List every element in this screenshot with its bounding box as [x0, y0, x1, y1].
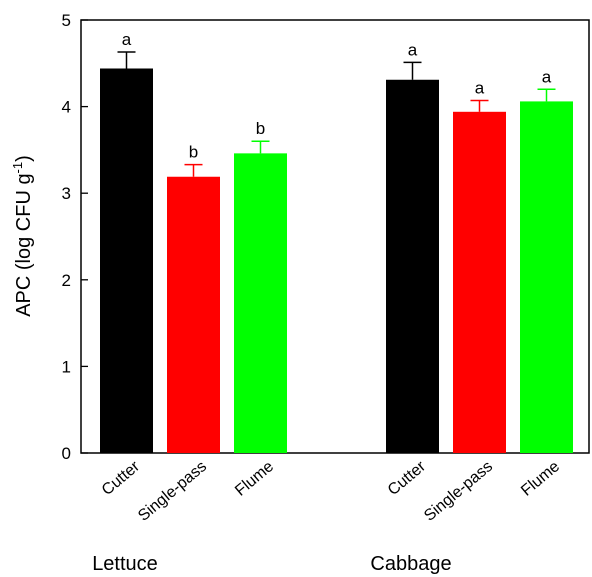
bar-lettuce-flume	[234, 153, 287, 453]
y-tick-label: 3	[62, 184, 71, 203]
significance-letter: b	[189, 143, 198, 162]
plot-frame	[80, 19, 590, 454]
y-tick-label: 2	[62, 271, 71, 290]
x-category-label: Single-pass	[135, 458, 210, 525]
significance-letter: a	[542, 67, 552, 86]
y-tick-label: 1	[62, 357, 71, 376]
x-category-label: Cutter	[385, 458, 430, 499]
bar-lettuce-single-pass	[167, 176, 220, 453]
x-category-label: Cutter	[99, 458, 144, 499]
x-category-label: Flume	[518, 458, 563, 500]
bar-cabbage-flume	[520, 101, 573, 454]
significance-letter: a	[122, 30, 132, 49]
bar-cabbage-single-pass	[453, 111, 506, 454]
x-category-label: Flume	[232, 458, 277, 500]
bar-cabbage-cutter	[386, 79, 439, 453]
x-category-label: Single-pass	[421, 458, 496, 525]
bars-layer: a b b a a a	[100, 30, 573, 454]
y-tick-label: 4	[62, 98, 71, 117]
y-axis-title-superscript: -1	[10, 162, 25, 174]
significance-letter: b	[256, 119, 265, 138]
y-axis-ticks: 0 1 2 3 4 5	[62, 11, 88, 463]
significance-letter: a	[475, 79, 485, 98]
group-label-lettuce: Lettuce	[92, 553, 158, 575]
bar-lettuce-cutter	[100, 68, 153, 453]
y-tick-label: 5	[62, 11, 71, 30]
y-tick-label: 0	[62, 444, 71, 463]
y-axis-title: APC (log CFU g-1)	[10, 155, 35, 317]
significance-letter: a	[408, 40, 418, 59]
group-label-cabbage: Cabbage	[370, 553, 451, 575]
